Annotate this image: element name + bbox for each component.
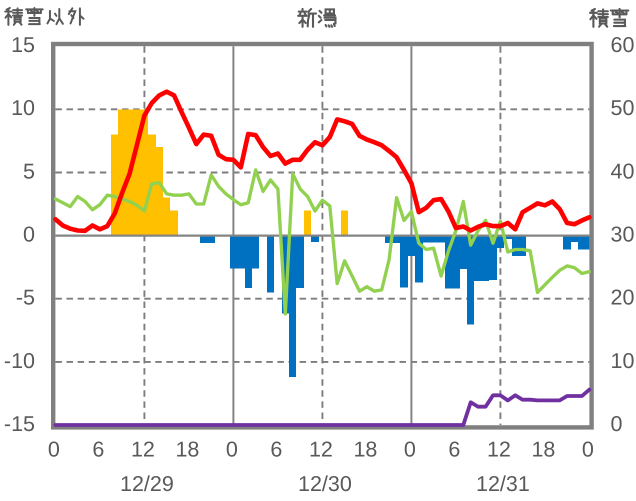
svg-text:-10: -10 (4, 349, 35, 373)
svg-text:6: 6 (448, 438, 460, 462)
svg-text:0: 0 (226, 438, 238, 462)
svg-text:40: 40 (611, 159, 635, 183)
svg-text:10: 10 (611, 349, 635, 373)
svg-text:10: 10 (11, 96, 35, 120)
svg-text:50: 50 (611, 96, 635, 120)
svg-text:12/29: 12/29 (120, 472, 174, 496)
svg-text:6: 6 (92, 438, 104, 462)
svg-text:18: 18 (175, 438, 199, 462)
svg-text:-5: -5 (16, 286, 35, 310)
svg-text:0: 0 (582, 438, 594, 462)
svg-text:12/31: 12/31 (476, 472, 530, 496)
svg-text:60: 60 (611, 33, 635, 57)
svg-text:5: 5 (23, 159, 35, 183)
svg-text:6: 6 (270, 438, 282, 462)
svg-text:20: 20 (611, 286, 635, 310)
svg-text:18: 18 (353, 438, 377, 462)
svg-text:12: 12 (309, 438, 333, 462)
svg-text:0: 0 (23, 223, 35, 247)
svg-text:15: 15 (11, 33, 35, 57)
svg-text:-15: -15 (4, 412, 35, 436)
svg-text:0: 0 (611, 412, 623, 436)
svg-text:0: 0 (48, 438, 60, 462)
svg-text:0: 0 (404, 438, 416, 462)
svg-text:30: 30 (611, 223, 635, 247)
svg-text:12/30: 12/30 (298, 472, 352, 496)
svg-text:12: 12 (487, 438, 511, 462)
svg-text:12: 12 (131, 438, 155, 462)
svg-text:18: 18 (531, 438, 555, 462)
